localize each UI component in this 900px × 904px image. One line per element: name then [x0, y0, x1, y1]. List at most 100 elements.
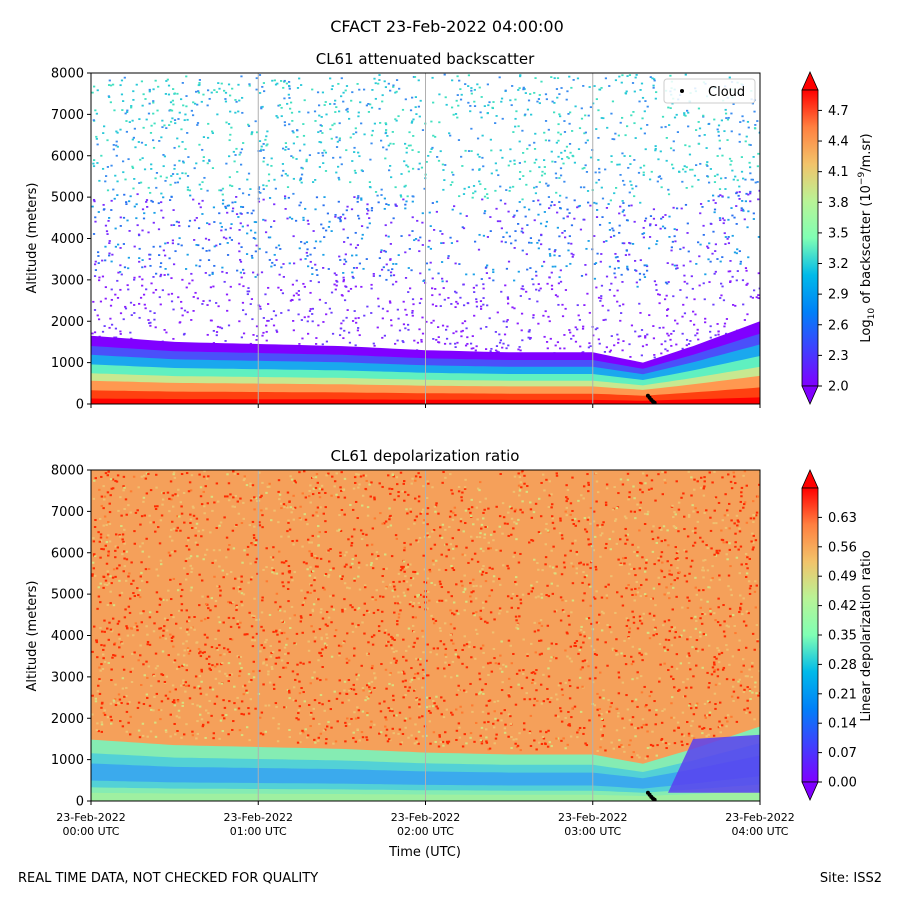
backscatter-speckle: [164, 180, 166, 182]
depolarization-speckle: [390, 524, 392, 526]
backscatter-speckle: [189, 189, 191, 191]
backscatter-speckle: [567, 242, 569, 244]
backscatter-speckle: [412, 303, 414, 305]
depolarization-speckle: [687, 607, 689, 609]
backscatter-speckle: [511, 85, 513, 87]
depolarization-speckle: [519, 476, 521, 478]
depolarization-speckle: [326, 637, 328, 639]
backscatter-speckle: [630, 205, 632, 207]
depolarization-speckle: [709, 610, 711, 612]
backscatter-speckle: [419, 302, 421, 304]
backscatter-speckle: [622, 303, 624, 305]
depolarization-speckle: [434, 511, 436, 513]
depolarization-speckle: [549, 480, 551, 482]
backscatter-speckle: [269, 259, 271, 261]
backscatter-speckle: [730, 160, 732, 162]
backscatter-speckle: [558, 276, 560, 278]
backscatter-speckle: [437, 341, 439, 343]
depolarization-speckle: [306, 568, 308, 570]
depolarization-speckle: [482, 602, 484, 604]
depolarization-speckle: [535, 503, 537, 505]
backscatter-speckle: [390, 271, 392, 273]
backscatter-speckle: [263, 199, 265, 201]
backscatter-speckle: [465, 273, 467, 275]
depolarization-speckle: [238, 707, 240, 709]
depolarization-speckle: [171, 640, 173, 642]
backscatter-speckle: [165, 332, 167, 334]
backscatter-speckle: [150, 168, 152, 170]
depolarization-speckle: [172, 616, 174, 618]
backscatter-speckle: [121, 80, 123, 82]
backscatter-speckle: [676, 265, 678, 267]
backscatter-speckle: [408, 267, 410, 269]
depolarization-speckle: [726, 678, 728, 680]
backscatter-speckle: [608, 85, 610, 87]
depolarization-speckle: [661, 570, 663, 572]
depolarization-speckle: [278, 641, 280, 643]
depolarization-speckle: [465, 742, 467, 744]
backscatter-speckle: [228, 155, 230, 157]
backscatter-speckle: [526, 148, 528, 150]
backscatter-speckle: [653, 85, 655, 87]
depolarization-speckle: [397, 671, 399, 673]
depolarization-speckle: [308, 704, 310, 706]
depolarization-speckle: [126, 711, 128, 713]
backscatter-speckle: [474, 241, 476, 243]
backscatter-speckle: [753, 289, 755, 291]
depolarization-speckle: [380, 731, 382, 733]
backscatter-speckle: [463, 193, 465, 195]
backscatter-speckle: [551, 161, 553, 163]
backscatter-speckle: [714, 181, 716, 183]
depolarization-speckle: [708, 686, 710, 688]
depolarization-speckle: [346, 587, 348, 589]
depolarization-speckle: [678, 509, 680, 511]
depolarization-speckle: [399, 712, 401, 714]
backscatter-speckle: [132, 90, 134, 92]
backscatter-speckle: [174, 122, 176, 124]
backscatter-speckle: [145, 288, 147, 290]
depolarization-speckle: [473, 741, 475, 743]
depolarization-speckle: [110, 668, 112, 670]
backscatter-speckle: [445, 329, 447, 331]
backscatter-speckle: [117, 297, 119, 299]
backscatter-speckle: [558, 235, 560, 237]
depolarization-speckle: [347, 538, 349, 540]
depolarization-speckle: [118, 634, 120, 636]
backscatter-speckle: [432, 304, 434, 306]
backscatter-speckle: [266, 320, 268, 322]
backscatter-speckle: [145, 307, 147, 309]
backscatter-speckle: [473, 273, 475, 275]
depolarization-speckle: [578, 520, 580, 522]
backscatter-speckle: [158, 228, 160, 230]
backscatter-speckle: [229, 111, 231, 113]
depolarization-speckle: [451, 714, 453, 716]
backscatter-speckle: [359, 101, 361, 103]
backscatter-speckle: [390, 176, 392, 178]
backscatter-speckle: [636, 74, 638, 76]
backscatter-speckle: [273, 179, 275, 181]
backscatter-speckle: [198, 203, 200, 205]
depolarization-speckle: [421, 715, 423, 717]
backscatter-speckle: [232, 208, 234, 210]
backscatter-speckle: [309, 254, 311, 256]
depolarization-speckle: [219, 654, 221, 656]
backscatter-speckle: [136, 203, 138, 205]
backscatter-speckle: [613, 192, 615, 194]
depolarization-speckle: [169, 634, 171, 636]
depolarization-speckle: [327, 473, 329, 475]
backscatter-speckle: [686, 166, 688, 168]
depolarization-speckle: [275, 702, 277, 704]
backscatter-speckle: [475, 298, 477, 300]
backscatter-speckle: [508, 165, 510, 167]
backscatter-speckle: [484, 196, 486, 198]
backscatter-speckle: [145, 201, 147, 203]
backscatter-speckle: [311, 267, 313, 269]
depolarization-speckle: [604, 547, 606, 549]
backscatter-speckle: [342, 92, 344, 94]
backscatter-speckle: [343, 228, 345, 230]
backscatter-speckle: [173, 209, 175, 211]
depolarization-speckle: [132, 580, 134, 582]
depolarization-speckle: [745, 563, 747, 565]
backscatter-speckle: [550, 76, 552, 78]
backscatter-speckle: [555, 177, 557, 179]
